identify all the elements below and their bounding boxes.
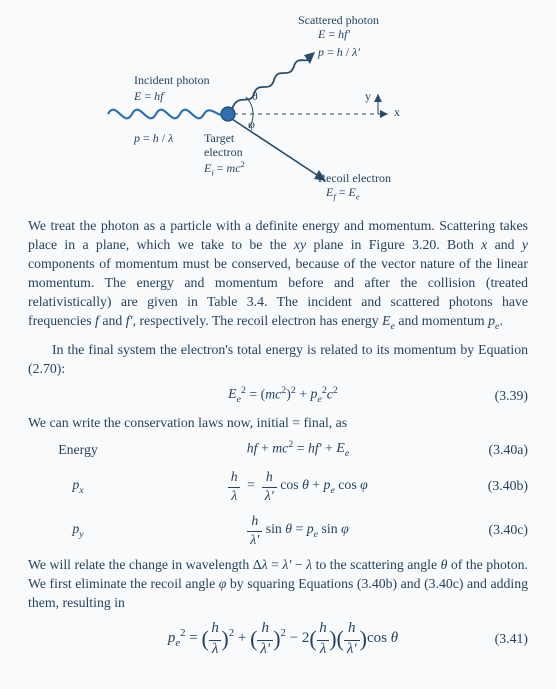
electron-word: electron — [204, 146, 243, 160]
eq-340c: hλ′ sin θ = pe sin φ — [128, 511, 468, 549]
axis-y-arrow — [374, 94, 382, 102]
scattered-title: Scattered photon — [298, 14, 379, 28]
phi-label: φ — [248, 118, 255, 132]
scattered-photon-arrow — [304, 52, 315, 64]
eq-339: Ee2 = (mc2)2 + pe2c2 — [98, 384, 468, 407]
scattered-p: p = h / λ′ — [318, 46, 360, 60]
para-3: We will relate the change in wavelength … — [28, 555, 528, 612]
recoil-electron-line — [232, 119, 323, 179]
theta-label: θ — [252, 90, 258, 104]
eq-340a-num: (3.40a) — [468, 440, 528, 459]
eq-340b: hλ = hλ′ cos θ + pe cos φ — [128, 467, 468, 505]
incident-title: Incident photon — [134, 74, 210, 88]
scattered-E: E = hf′ — [318, 28, 350, 42]
eq-341-row: pe2 = (hλ)2 + (hλ′)2 − 2(hλ)(hλ′)cos θ (… — [28, 618, 528, 659]
scattered-photon-wave — [232, 56, 312, 109]
px-label: px — [28, 475, 128, 497]
incident-photon-wave — [108, 110, 224, 119]
recoil-title: Recoil electron — [318, 172, 391, 186]
eq-339-row: Ee2 = (mc2)2 + pe2c2 (3.39) — [28, 384, 528, 407]
axis-x-arrow — [380, 110, 388, 118]
incident-p: p = h / λ — [134, 132, 173, 146]
recoil-E: Ef = Ee — [326, 186, 360, 202]
figure-compton: Scattered photon E = hf′ p = h / λ′ Inci… — [98, 14, 438, 204]
axis-x-label: x — [394, 106, 400, 120]
target-label: Target — [204, 132, 234, 146]
target-E: Ei = mc2 — [204, 160, 245, 178]
para-2: In the final system the electron's total… — [28, 340, 528, 378]
eq-340a: hf + mc2 = hf′ + Ee — [128, 438, 468, 461]
eq-340b-num: (3.40b) — [468, 476, 528, 495]
eq-340c-num: (3.40c) — [468, 520, 528, 539]
conservation-intro: We can write the conservation laws now, … — [28, 413, 528, 432]
eq-340c-row: py hλ′ sin θ = pe sin φ (3.40c) — [28, 511, 528, 549]
energy-label: Energy — [28, 440, 128, 459]
incident-E: E = hf — [134, 90, 163, 104]
axis-y-label: y — [365, 90, 371, 104]
page: Scattered photon E = hf′ p = h / λ′ Inci… — [0, 0, 556, 689]
eq-340b-row: px hλ = hλ′ cos θ + pe cos φ (3.40b) — [28, 467, 528, 505]
eq-340a-row: Energy hf + mc2 = hf′ + Ee (3.40a) — [28, 438, 528, 461]
para-1: We treat the photon as a particle with a… — [28, 216, 528, 334]
py-label: py — [28, 519, 128, 541]
eq-341-num: (3.41) — [468, 629, 528, 648]
eq-339-num: (3.39) — [468, 386, 528, 405]
eq-341: pe2 = (hλ)2 + (hλ′)2 − 2(hλ)(hλ′)cos θ — [98, 618, 468, 659]
